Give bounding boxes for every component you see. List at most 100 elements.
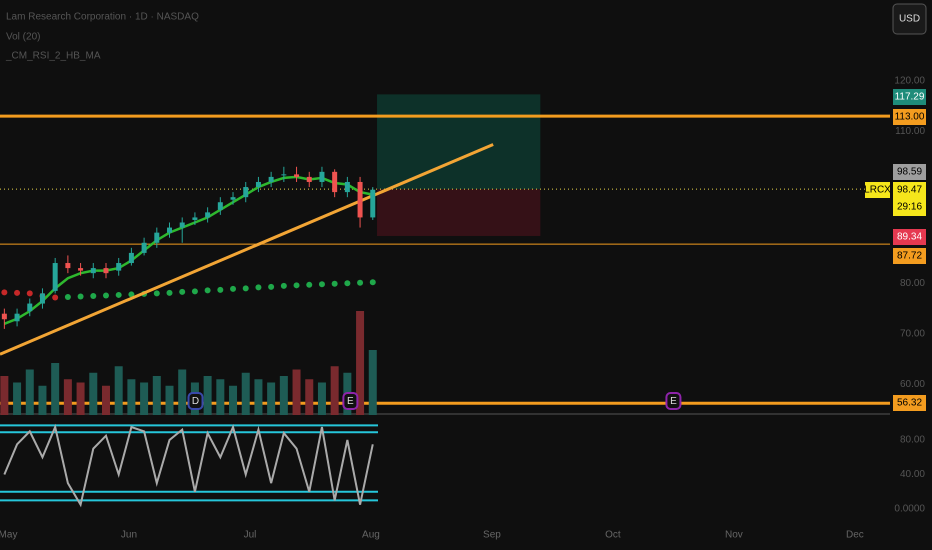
stop-label-bg	[893, 229, 926, 245]
candle-body	[217, 202, 223, 210]
volume-bar	[152, 376, 161, 415]
candle-body	[103, 268, 109, 274]
candle-body	[39, 293, 45, 304]
y-tick-label: 120.00	[894, 75, 925, 86]
trend-dot	[344, 280, 351, 287]
trend-dot	[77, 293, 84, 300]
currency-label: USD	[899, 14, 920, 25]
loss-zone	[377, 189, 541, 236]
candle-body	[1, 313, 7, 320]
candle-body	[294, 174, 300, 177]
symbol-bg	[865, 182, 890, 198]
trend-dot	[102, 292, 109, 299]
trend-dot	[204, 287, 211, 294]
candle-body	[154, 232, 160, 243]
event-badge	[342, 392, 359, 410]
candle-body	[78, 268, 84, 271]
stop-label: 89.34	[897, 232, 922, 243]
entry-label: 98.59	[897, 167, 922, 178]
trend-dot	[26, 290, 33, 297]
candle-body	[230, 197, 236, 200]
volume-bar	[127, 379, 136, 415]
level-label: 113.00	[895, 112, 925, 123]
candle-body	[306, 176, 312, 182]
x-tick-label: May	[0, 530, 17, 541]
level-label-bg	[893, 248, 926, 264]
trend-dot	[318, 281, 325, 288]
volume-bar	[13, 382, 22, 415]
candle-body	[116, 263, 122, 271]
trend-dot	[217, 286, 224, 293]
volume-bar	[216, 379, 225, 415]
volume-bar	[89, 372, 98, 415]
candle-body	[268, 176, 274, 182]
volume-bar	[241, 372, 250, 415]
candle-body	[141, 242, 147, 253]
symbol-label: LRCX	[864, 185, 891, 196]
volume-bar	[51, 363, 60, 415]
volume-bar	[356, 311, 365, 415]
rsi-tick-label: 40.00	[900, 469, 925, 480]
volume-bar	[114, 366, 123, 415]
volume-bar	[178, 369, 187, 415]
trend-dot	[293, 282, 300, 289]
level-label-bg	[893, 109, 926, 125]
candle-body	[14, 313, 20, 322]
x-tick-label: Nov	[725, 530, 743, 541]
trend-dot	[191, 288, 198, 295]
candle-body	[205, 212, 211, 218]
candle-body	[319, 171, 325, 182]
target-label: 117.29	[895, 92, 925, 103]
trendline	[0, 143, 494, 356]
event-label: D	[192, 396, 199, 407]
volume-bar	[305, 379, 314, 415]
x-tick-label: Aug	[362, 530, 380, 541]
event-label: E	[670, 396, 677, 407]
rsi-tick-label: 80.00	[900, 435, 925, 446]
volume-bar	[25, 369, 34, 415]
trend-dot	[128, 291, 135, 298]
volume-bar	[292, 369, 301, 415]
rsi-line	[3, 423, 374, 508]
volume-bar	[203, 376, 212, 415]
countdown: 29:16	[897, 202, 922, 213]
candle-body	[128, 252, 134, 264]
target-label-bg	[893, 89, 926, 105]
trend-dot	[255, 284, 262, 291]
trend-dot	[1, 289, 8, 296]
volume-bar	[63, 379, 72, 415]
candle-body	[65, 263, 71, 269]
rsi-tick-label: 0.0000	[894, 504, 925, 515]
currency-button[interactable]	[892, 3, 927, 35]
candle-body	[357, 181, 363, 218]
trend-dot	[52, 294, 59, 301]
candle-body	[179, 222, 185, 228]
level-label-bg	[893, 395, 926, 411]
candle-body	[281, 174, 287, 176]
profit-zone	[377, 94, 541, 190]
x-tick-label: Jun	[121, 530, 137, 541]
last-price: 98.47	[897, 185, 922, 196]
volume-bar	[254, 379, 263, 415]
indicator-label: _CM_RSI_2_HB_MA	[5, 51, 101, 62]
x-tick-label: Oct	[605, 530, 621, 541]
candle-body	[255, 181, 261, 188]
trend-dot	[306, 281, 313, 288]
candle-body	[243, 187, 249, 198]
candle-body	[332, 171, 338, 193]
trend-dot	[115, 291, 122, 298]
indicator-label: Vol (20)	[6, 32, 40, 43]
event-badge	[187, 392, 204, 410]
x-tick-label: Jul	[244, 530, 257, 541]
last-price-bg	[893, 182, 926, 216]
trend-dot	[242, 285, 249, 292]
trend-dot	[331, 280, 338, 287]
volume-bar	[140, 382, 149, 415]
candle-body	[52, 263, 58, 291]
volume-bar	[368, 350, 377, 415]
event-label: E	[347, 396, 354, 407]
x-tick-label: Sep	[483, 530, 501, 541]
level-label: 56.32	[897, 398, 922, 409]
